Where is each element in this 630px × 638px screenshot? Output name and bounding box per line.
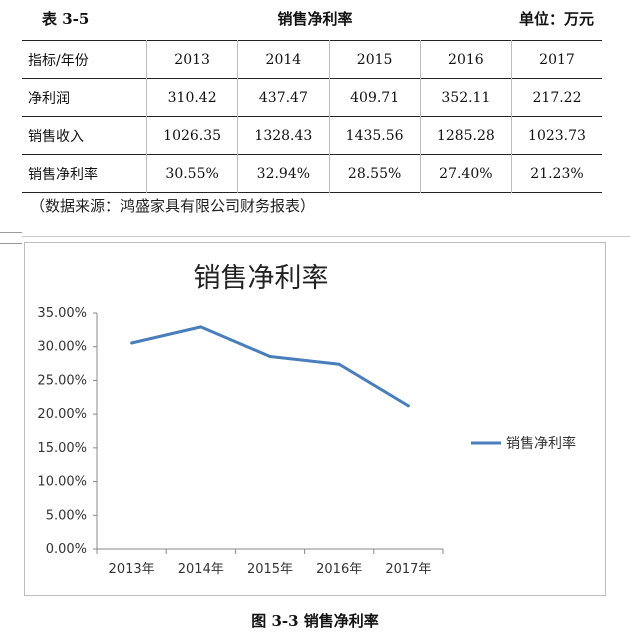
- x-tick-label: 2016年: [316, 562, 362, 577]
- legend-label: 销售净利率: [506, 435, 576, 452]
- table-cell: 28.55%: [328, 154, 421, 193]
- table-header-row: 指标/年份 2013 2014 2015 2016 2017: [22, 40, 602, 79]
- table-cell: 217.22: [511, 78, 602, 117]
- table-row: 销售收入 1026.35 1328.43 1435.56 1285.28 102…: [22, 116, 602, 155]
- header-cell: 2015: [328, 40, 421, 79]
- table-cell: 27.40%: [419, 154, 513, 193]
- row-label: 销售净利率: [22, 154, 147, 193]
- data-point: [199, 325, 203, 329]
- y-tick-label: 25.00%: [37, 373, 87, 388]
- table-row: 销售净利率 30.55% 32.94% 28.55% 27.40% 21.23%: [22, 154, 602, 193]
- data-point: [337, 362, 341, 366]
- y-tick-label: 35.00%: [37, 306, 87, 321]
- chart-title: 销售净利率: [194, 263, 329, 294]
- y-tick-label: 0.00%: [46, 542, 87, 557]
- line-chart: 销售净利率 0.00% 5.00% 10.00% 15.00% 20.00% 25.00%…: [37, 263, 576, 577]
- table-cell: 310.42: [145, 78, 239, 117]
- data-table: 指标/年份 2013 2014 2015 2016 2017 净利润 310.4…: [22, 40, 602, 193]
- chart-frame: 销售净利率 0.00% 5.00% 10.00% 15.00% 20.00% 25.00%…: [24, 242, 606, 596]
- table-cell: 352.11: [419, 78, 513, 117]
- table-number: 表 3-5: [42, 10, 90, 28]
- series-group: [130, 325, 410, 408]
- legend: 销售净利率: [471, 435, 576, 452]
- table-title: 销售净利率: [277, 10, 353, 28]
- y-tick-label: 30.00%: [37, 340, 87, 355]
- figure-caption: 图 3-3 销售净利率: [251, 612, 379, 630]
- y-axis: 0.00% 5.00% 10.00% 15.00% 20.00% 25.00% 30.00%…: [37, 306, 98, 557]
- table-cell: 21.23%: [511, 154, 602, 193]
- table-cell: 1328.43: [237, 116, 330, 155]
- data-point: [268, 354, 272, 358]
- table-cell: 1285.28: [419, 116, 513, 155]
- x-tick-label: 2014年: [178, 562, 224, 577]
- x-tick-label: 2017年: [385, 562, 431, 577]
- table-cell: 1026.35: [145, 116, 239, 155]
- header-cell: 指标/年份: [22, 40, 147, 79]
- row-label: 销售收入: [22, 116, 147, 155]
- y-tick-label: 15.00%: [37, 441, 87, 456]
- table-cell: 409.71: [328, 78, 421, 117]
- row-label: 净利润: [22, 78, 147, 117]
- x-tick-label: 2013年: [109, 562, 155, 577]
- y-tick-label: 20.00%: [37, 407, 87, 422]
- page-break-marker: [0, 232, 22, 244]
- header-cell: 2017: [511, 40, 602, 79]
- table-cell: 30.55%: [145, 154, 239, 193]
- data-point: [130, 341, 134, 345]
- header-cell: 2016: [419, 40, 513, 79]
- table-cell: 437.47: [237, 78, 330, 117]
- table-caption: 表 3-5 销售净利率 单位：万元: [0, 2, 630, 34]
- page-divider: [22, 236, 630, 237]
- source-note: （数据来源：鸿盛家具有限公司财务报表）: [30, 197, 316, 215]
- table-cell: 1435.56: [328, 116, 421, 155]
- y-tick-label: 5.00%: [46, 508, 87, 523]
- y-tick-label: 10.00%: [37, 475, 87, 490]
- table-cell: 32.94%: [237, 154, 330, 193]
- x-tick-label: 2015年: [247, 562, 293, 577]
- table-unit: 单位：万元: [518, 10, 594, 28]
- header-cell: 2013: [145, 40, 239, 79]
- series-line: [131, 325, 410, 408]
- data-point: [406, 404, 410, 408]
- x-axis: 2013年 2014年 2015年 2016年 2017年: [96, 548, 444, 577]
- table-row: 净利润 310.42 437.47 409.71 352.11 217.22: [22, 78, 602, 117]
- header-cell: 2014: [237, 40, 330, 79]
- table-cell: 1023.73: [511, 116, 602, 155]
